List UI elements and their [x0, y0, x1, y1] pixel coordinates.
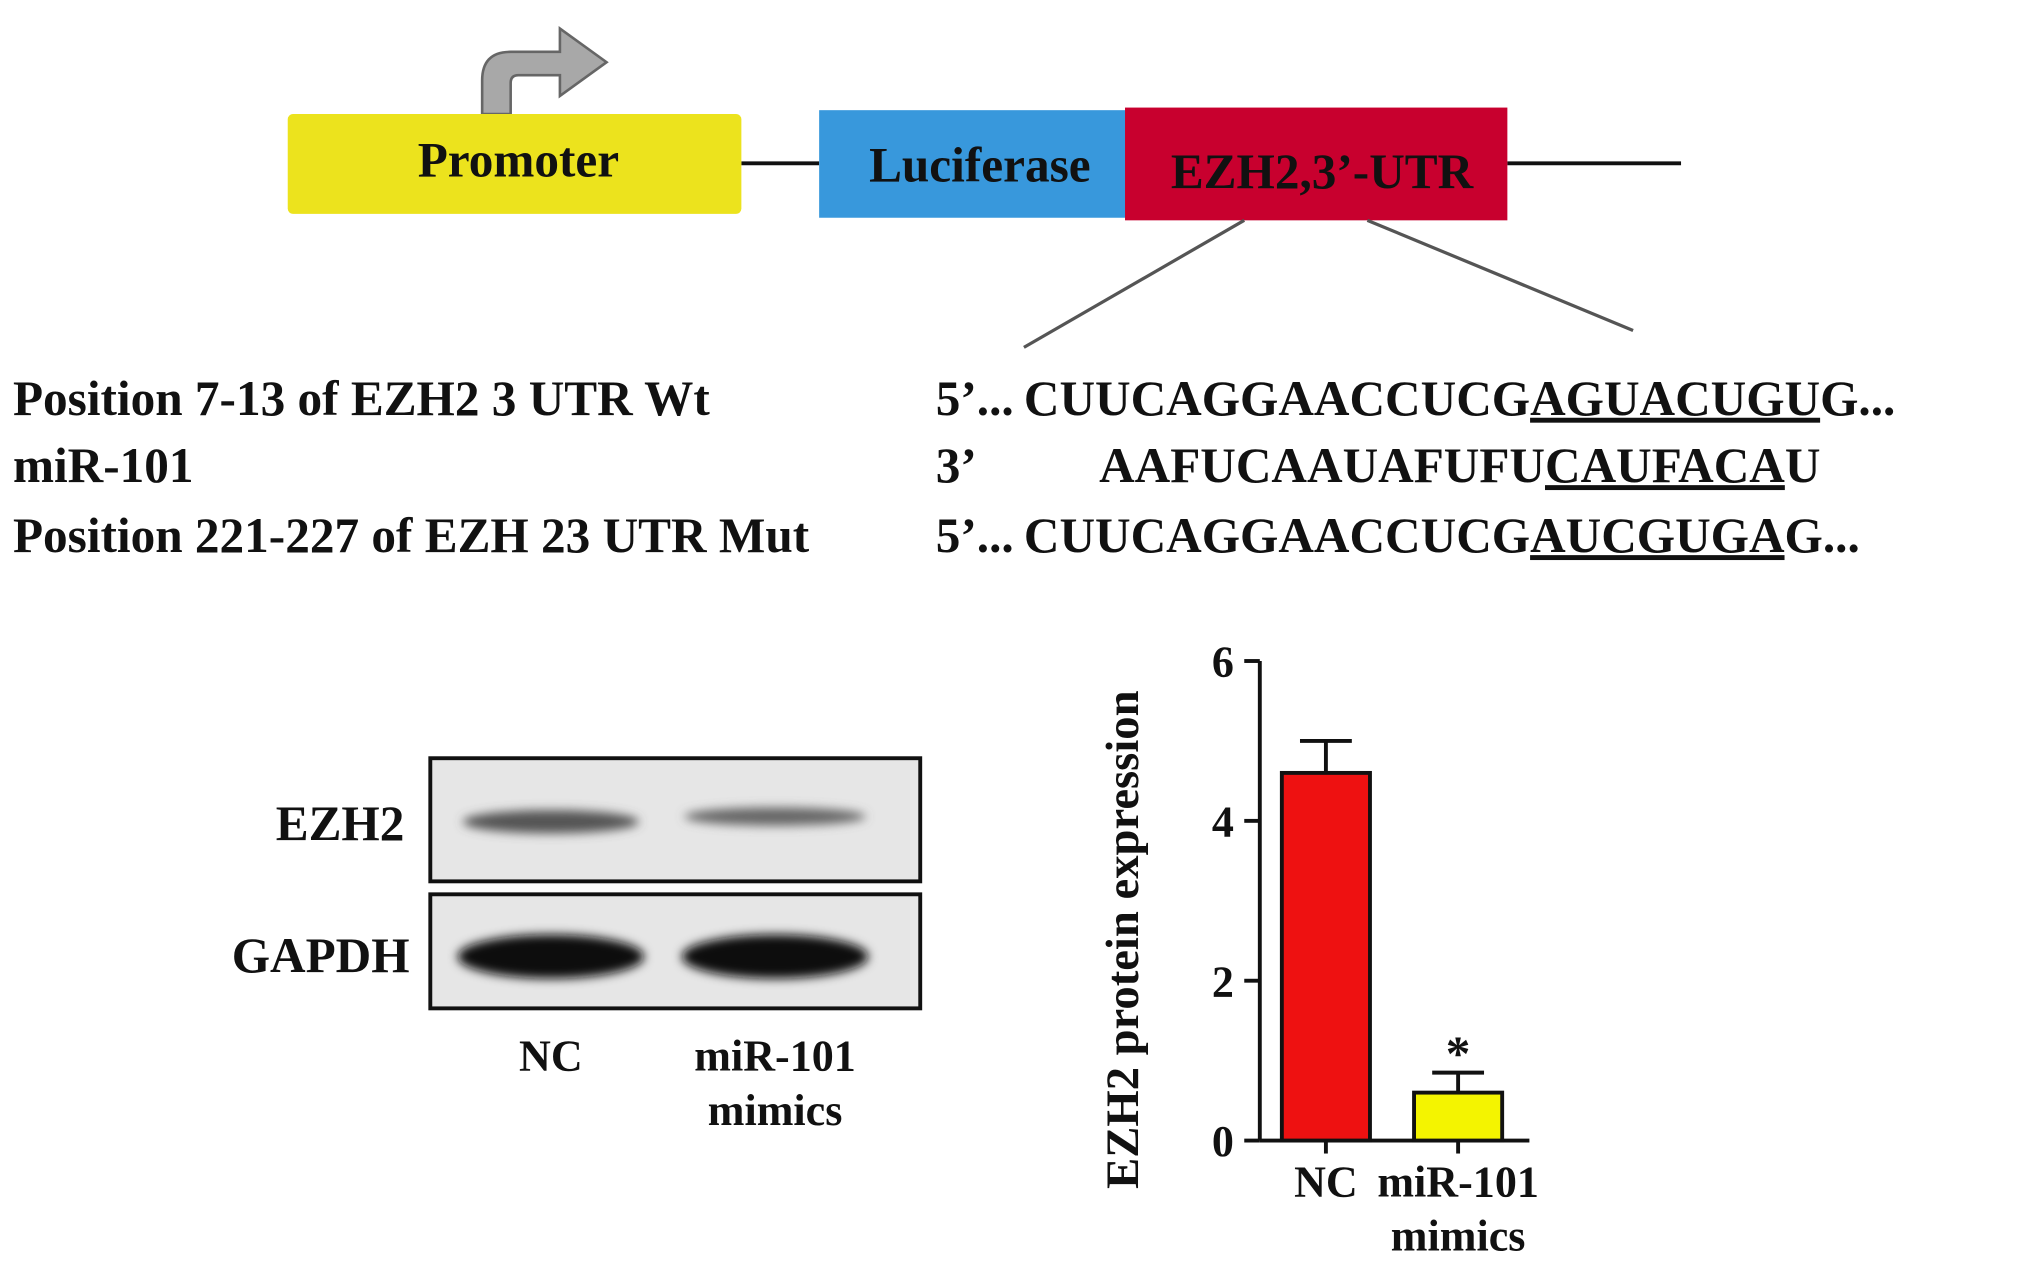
blot-row-label: GAPDH: [232, 928, 410, 983]
y-tick-label: 6: [1212, 638, 1234, 687]
sequence: AAFUCAAUAFUFUCAUFACAU: [1099, 438, 1820, 493]
promoter-label: Promoter: [418, 132, 619, 187]
significance: *: [1446, 1026, 1471, 1081]
lane-label: miR-101 mimics: [694, 1032, 856, 1136]
sequences: Position 7-13 of EZH2 3 UTR Wt 5’... CUUCA…: [13, 371, 1895, 563]
bar: [1279, 770, 1372, 1143]
luciferase-label: Luciferase: [869, 137, 1091, 192]
sequence-part: G...: [1785, 508, 1860, 563]
band: [684, 807, 866, 826]
sequence: CUUCAGGAACCUCGAUCGUGAG...: [1024, 508, 1860, 563]
zoom-line: [1023, 218, 1246, 349]
sequence-end: 3’: [936, 438, 977, 493]
seed-site: CAUFACA: [1545, 438, 1785, 493]
y-tick-label: 2: [1212, 957, 1234, 1006]
y-tick-label: 4: [1212, 797, 1234, 846]
band: [462, 810, 639, 834]
sequence: CUUCAGGAACCUCGAGUACUGUG...: [1024, 371, 1895, 426]
sequence-label: miR-101: [13, 438, 194, 493]
y-axis-label: EZH2 protein expression: [1097, 690, 1149, 1188]
seed-site: AUCGUGA: [1530, 508, 1785, 563]
sequence-part: G...: [1820, 371, 1895, 426]
promoter-arrow: [480, 25, 609, 116]
utr-label: EZH2,3’-UTR: [1171, 144, 1474, 199]
y-tick-label: 0: [1212, 1117, 1234, 1166]
band: [681, 934, 869, 979]
sequence-label: Position 7-13 of EZH2 3 UTR Wt: [13, 371, 710, 426]
band: [457, 934, 645, 979]
sequence-label: Position 221-227 of EZH 23 UTR Mut: [13, 508, 810, 563]
zoom-line: [1366, 218, 1634, 333]
blot-row-label: EZH2: [276, 796, 405, 851]
sequence-part: U: [1785, 438, 1821, 493]
utr-box: [1125, 107, 1508, 221]
luciferase-box: [819, 110, 1126, 218]
x-tick-label: miR-101 mimics: [1377, 1158, 1539, 1262]
sequence-end: 5’...: [936, 508, 1014, 563]
sequence-end: 5’...: [936, 371, 1014, 426]
bar: [1412, 1090, 1505, 1143]
promoter-box: [287, 114, 742, 214]
lane-label: NC: [519, 1032, 583, 1081]
seed-site: AGUACUGU: [1530, 371, 1820, 426]
sequence-part: CUUCAGGAACCUCG: [1024, 508, 1530, 563]
sequence-part: AAFUCAAUAFUFU: [1099, 438, 1545, 493]
sequence-part: CUUCAGGAACCUCG: [1024, 371, 1530, 426]
x-tick-label: NC: [1294, 1158, 1358, 1207]
